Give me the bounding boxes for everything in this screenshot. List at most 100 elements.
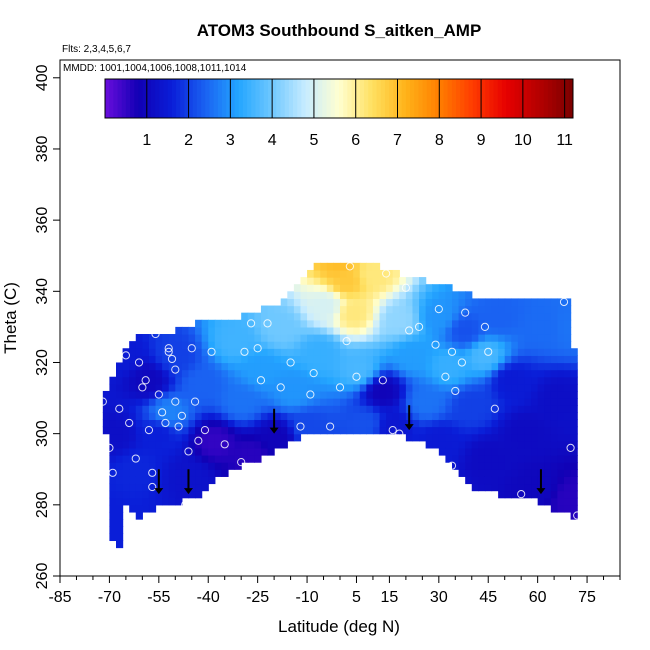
field-cell bbox=[399, 319, 407, 328]
field-cell bbox=[168, 419, 176, 428]
colorbar-swatch bbox=[297, 79, 302, 118]
field-cell bbox=[458, 341, 466, 349]
field-cell bbox=[517, 369, 526, 378]
field-cell bbox=[432, 440, 440, 449]
field-cell bbox=[366, 405, 374, 413]
field-cell bbox=[241, 433, 249, 442]
field-cell bbox=[201, 362, 209, 371]
field-cell bbox=[471, 476, 479, 485]
field-cell bbox=[372, 369, 381, 378]
field-cell bbox=[142, 483, 150, 492]
field-cell bbox=[379, 277, 387, 285]
field-cell bbox=[445, 312, 453, 321]
field-cell bbox=[557, 440, 565, 449]
field-cell bbox=[241, 376, 249, 385]
field-cell bbox=[162, 476, 170, 485]
colorbar-swatch bbox=[251, 79, 256, 118]
field-cell bbox=[168, 440, 176, 449]
field-cell bbox=[438, 398, 447, 406]
field-cell bbox=[405, 362, 414, 371]
field-cell bbox=[524, 312, 532, 321]
observation-point bbox=[151, 329, 160, 339]
field-cell bbox=[537, 462, 545, 470]
field-cell bbox=[228, 369, 236, 378]
field-cell bbox=[188, 326, 196, 335]
field-cell bbox=[274, 341, 282, 349]
field-cell bbox=[353, 277, 361, 285]
field-cell bbox=[412, 312, 420, 321]
field-cell bbox=[471, 383, 479, 392]
field-cell bbox=[445, 426, 453, 435]
field-cell bbox=[260, 433, 269, 442]
observation-point bbox=[388, 425, 397, 435]
x-tick-label: 30 bbox=[430, 589, 448, 606]
field-cell bbox=[188, 383, 196, 392]
field-cell bbox=[109, 412, 117, 421]
colorbar-swatch bbox=[301, 79, 307, 118]
field-cell bbox=[129, 483, 137, 492]
field-cell bbox=[241, 383, 249, 392]
field-cell bbox=[419, 390, 427, 399]
field-cell bbox=[359, 355, 367, 364]
field-cell bbox=[504, 462, 512, 470]
field-cell bbox=[162, 469, 170, 477]
field-cell bbox=[504, 326, 512, 335]
field-cell bbox=[458, 376, 466, 385]
field-cell bbox=[247, 376, 255, 385]
field-cell bbox=[326, 269, 335, 278]
field-cell bbox=[531, 412, 539, 421]
field-cell bbox=[392, 362, 400, 371]
field-cell bbox=[313, 284, 321, 292]
field-cell bbox=[122, 405, 130, 413]
field-cell bbox=[300, 305, 308, 314]
field-cell bbox=[366, 269, 374, 278]
field-cell bbox=[195, 326, 203, 335]
field-cell bbox=[247, 433, 255, 442]
field-cell bbox=[267, 447, 275, 456]
field-cell bbox=[372, 269, 381, 278]
field-cell bbox=[412, 319, 420, 328]
field-cell bbox=[116, 447, 124, 456]
field-cell bbox=[537, 341, 545, 349]
field-cell bbox=[504, 455, 512, 463]
field-cell bbox=[326, 277, 335, 285]
colorbar-swatch bbox=[531, 79, 536, 118]
field-cell bbox=[320, 355, 328, 364]
field-cell bbox=[109, 390, 117, 399]
field-cell bbox=[504, 398, 512, 406]
field-cell bbox=[537, 298, 545, 307]
field-cell bbox=[359, 284, 367, 292]
field-cell bbox=[287, 305, 295, 314]
field-cell bbox=[307, 405, 315, 413]
field-cell bbox=[129, 348, 137, 356]
field-cell bbox=[484, 341, 493, 349]
field-cell bbox=[399, 355, 407, 364]
field-cell bbox=[195, 348, 203, 356]
field-cell bbox=[181, 326, 190, 335]
field-cell bbox=[379, 390, 387, 399]
field-cell bbox=[175, 376, 183, 385]
field-cell bbox=[326, 319, 335, 328]
field-cell bbox=[524, 355, 532, 364]
field-cell bbox=[531, 447, 539, 456]
field-cell bbox=[155, 426, 163, 435]
field-cell bbox=[320, 348, 328, 356]
field-cell bbox=[386, 376, 394, 385]
field-cell bbox=[135, 369, 143, 378]
field-cell bbox=[419, 426, 427, 435]
field-cell bbox=[452, 376, 460, 385]
field-cell bbox=[445, 376, 453, 385]
field-cell bbox=[188, 490, 196, 499]
field-cell bbox=[241, 412, 249, 421]
field-cell bbox=[550, 326, 559, 335]
colorbar-swatch bbox=[514, 79, 520, 118]
field-cell bbox=[353, 362, 361, 371]
field-cell bbox=[471, 440, 479, 449]
field-cell bbox=[471, 348, 479, 356]
field-cell bbox=[135, 462, 143, 470]
field-cell bbox=[109, 376, 117, 385]
field-cell bbox=[438, 405, 447, 413]
field-cell bbox=[122, 376, 130, 385]
field-cell bbox=[359, 412, 367, 421]
colorbar-swatch bbox=[497, 79, 503, 118]
